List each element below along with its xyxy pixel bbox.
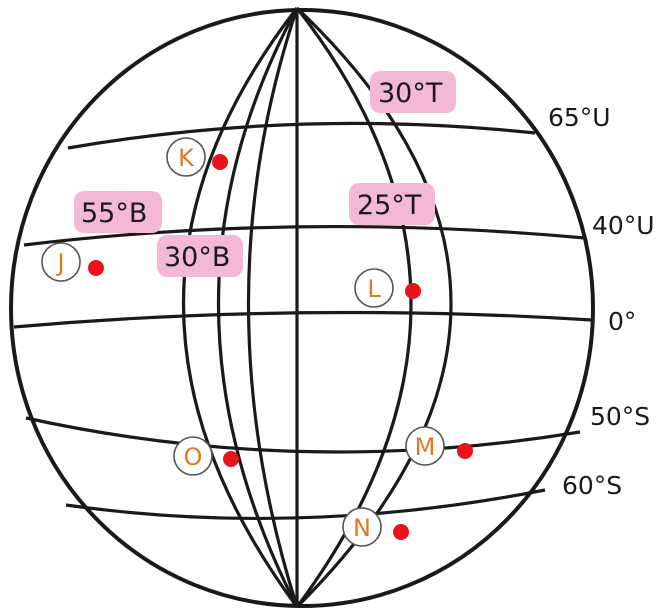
- tag-55W: 55°B: [81, 198, 147, 229]
- meridian-55W: [216, 7, 299, 608]
- point-m-label-circle: [405, 426, 445, 466]
- label-40N: 40°U: [592, 211, 655, 240]
- tag-30W-box: [157, 235, 243, 277]
- point-l-label: L: [367, 275, 381, 303]
- tag-30W: 30°B: [164, 242, 230, 273]
- parallel-60S: [65, 488, 546, 521]
- point-k-dot: [212, 154, 228, 170]
- point-k-label: K: [178, 144, 195, 172]
- label-equator: 0°: [608, 307, 636, 336]
- point-o-label-circle: [173, 436, 213, 476]
- parallel-equator: [13, 310, 593, 329]
- tag-30E: 30°T: [378, 78, 443, 109]
- parallel-65N: [67, 121, 536, 150]
- meridian-far-west: [182, 7, 299, 608]
- point-l-dot: [405, 283, 421, 299]
- point-m-label: M: [415, 433, 436, 461]
- point-k-label-circle: [166, 137, 206, 177]
- label-65N: 65°U: [548, 103, 611, 132]
- meridian-30W: [246, 7, 299, 608]
- point-n-label-circle: [342, 507, 382, 547]
- point-m-dot: [457, 443, 473, 459]
- point-j-label: J: [55, 249, 64, 277]
- tag-30E-box: [370, 71, 456, 113]
- tag-55W-box: [74, 191, 162, 233]
- parallel-50S: [25, 416, 581, 454]
- tag-25E: 25°T: [357, 190, 422, 221]
- point-l-label-circle: [354, 268, 394, 308]
- point-o-dot: [223, 451, 239, 467]
- globe-outline: [9, 8, 595, 608]
- point-n-label: N: [353, 514, 371, 542]
- point-n-dot: [393, 524, 409, 540]
- point-o-label: O: [184, 443, 203, 471]
- label-60S: 60°S: [562, 471, 622, 500]
- parallel-40N: [23, 224, 586, 247]
- label-50S: 50°S: [590, 402, 650, 431]
- point-j-dot: [88, 260, 104, 276]
- tag-25E-box: [349, 183, 435, 225]
- point-j-label-circle: [41, 242, 81, 282]
